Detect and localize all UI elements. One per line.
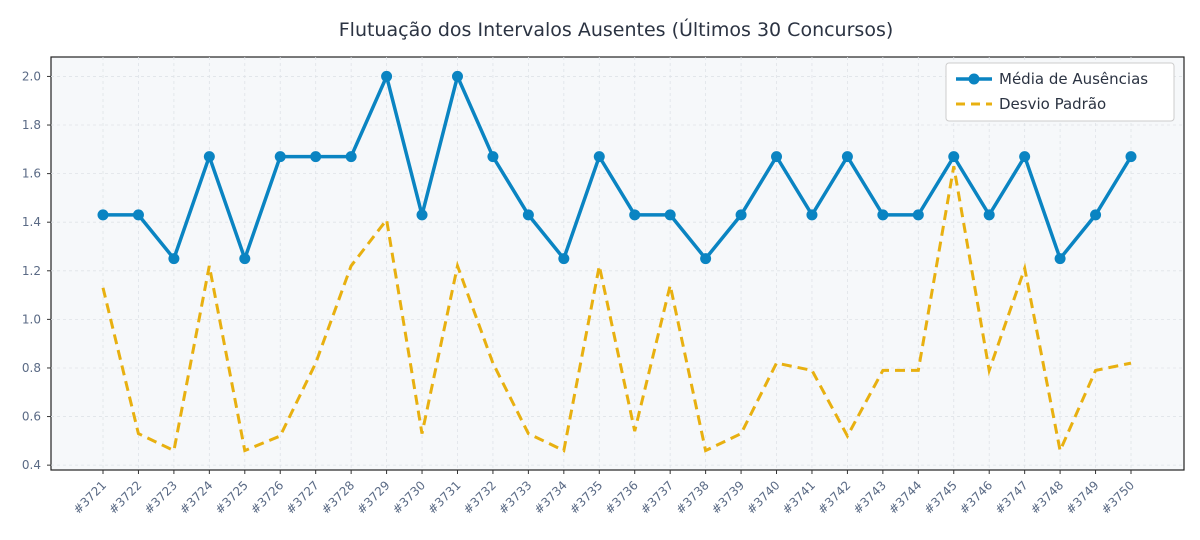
- data-point-media-ausencias: [877, 209, 889, 221]
- x-tick-label: #3740: [744, 478, 783, 517]
- plot-area: [50, 56, 1185, 471]
- y-tick-label: 0.6: [22, 410, 41, 424]
- data-point-media-ausencias: [168, 253, 180, 265]
- data-point-media-ausencias: [806, 209, 818, 221]
- data-point-media-ausencias: [522, 209, 534, 221]
- chart-title: Flutuação dos Intervalos Ausentes (Últim…: [339, 17, 894, 41]
- series-line-desvio-padrao: [101, 166, 1132, 456]
- data-point-media-ausencias: [841, 151, 853, 163]
- x-tick-label: #3737: [638, 478, 677, 517]
- data-point-media-ausencias: [664, 209, 676, 221]
- data-point-media-ausencias: [1090, 209, 1102, 221]
- x-tick-label: #3748: [1028, 478, 1067, 517]
- data-point-media-ausencias: [345, 151, 357, 163]
- data-point-media-ausencias: [629, 209, 641, 221]
- x-tick-label: #3728: [319, 478, 358, 517]
- legend: Média de Ausências Desvio Padrão: [945, 62, 1175, 122]
- x-tick-label: #3730: [390, 478, 429, 517]
- x-tick-label: #3731: [425, 478, 464, 517]
- data-point-media-ausencias: [700, 253, 712, 265]
- data-point-media-ausencias: [381, 70, 393, 82]
- x-tick-label: #3732: [460, 478, 499, 517]
- x-tick-label: #3741: [779, 478, 818, 517]
- data-point-media-ausencias: [416, 209, 428, 221]
- series-line-media-ausencias: [103, 74, 1133, 261]
- y-tick-label: 1.0: [22, 312, 41, 326]
- x-tick-label: #3722: [106, 478, 145, 517]
- x-tick-label: #3725: [212, 478, 251, 517]
- x-tick-label: #3744: [886, 478, 925, 517]
- data-point-media-ausencias: [97, 209, 109, 221]
- legend-marker-media: [968, 73, 980, 85]
- data-point-media-ausencias: [1019, 151, 1031, 163]
- legend-box: [945, 62, 1175, 122]
- data-point-media-ausencias: [274, 151, 286, 163]
- x-tick-label: #3721: [71, 478, 110, 517]
- data-point-media-ausencias: [487, 151, 499, 163]
- data-point-media-ausencias: [558, 253, 570, 265]
- x-tick-label: #3736: [602, 478, 641, 517]
- data-point-media-ausencias: [203, 151, 215, 163]
- x-tick-label: #3747: [992, 478, 1031, 517]
- y-tick-label: 0.4: [22, 458, 41, 472]
- x-tick-label: #3734: [531, 478, 570, 517]
- legend-label-desvio: Desvio Padrão: [999, 95, 1106, 113]
- x-axis-ticks: #3721#3722#3723#3724#3725#3726#3727#3728…: [71, 470, 1138, 517]
- legend-label-media: Média de Ausências: [999, 70, 1148, 88]
- y-tick-label: 0.8: [22, 361, 41, 375]
- x-tick-label: #3745: [921, 478, 960, 517]
- y-tick-label: 2.0: [22, 69, 41, 83]
- x-tick-label: #3726: [248, 478, 287, 517]
- x-tick-label: #3739: [709, 478, 748, 517]
- x-tick-label: #3727: [283, 478, 322, 517]
- y-tick-label: 1.8: [22, 118, 41, 132]
- data-point-media-ausencias: [132, 209, 144, 221]
- y-tick-label: 1.6: [22, 167, 41, 181]
- y-axis-ticks: 0.4 0.6 0.8 1.0 1.2 1.4 1.6 1.8 2.0: [22, 69, 51, 472]
- data-point-media-ausencias: [1054, 253, 1066, 265]
- data-point-media-ausencias: [593, 151, 605, 163]
- data-point-media-ausencias: [451, 70, 463, 82]
- data-point-media-ausencias: [771, 151, 783, 163]
- data-point-media-ausencias: [912, 209, 924, 221]
- x-tick-label: #3750: [1099, 478, 1138, 517]
- data-point-media-ausencias: [1125, 151, 1137, 163]
- y-tick-label: 1.2: [22, 264, 41, 278]
- data-point-media-ausencias: [310, 151, 322, 163]
- x-tick-label: #3746: [957, 478, 996, 517]
- x-tick-label: #3735: [567, 478, 606, 517]
- x-tick-label: #3733: [496, 478, 535, 517]
- x-tick-label: #3749: [1063, 478, 1102, 517]
- data-point-media-ausencias: [735, 209, 747, 221]
- x-tick-label: #3723: [141, 478, 180, 517]
- x-tick-label: #3743: [850, 478, 889, 517]
- y-tick-label: 1.4: [22, 215, 41, 229]
- data-point-media-ausencias: [239, 253, 251, 265]
- x-tick-label: #3742: [815, 478, 854, 517]
- x-tick-label: #3724: [177, 478, 216, 517]
- series-layer: [97, 70, 1137, 456]
- grid-lines: [51, 57, 1184, 470]
- x-tick-label: #3729: [354, 478, 393, 517]
- data-point-media-ausencias: [983, 209, 995, 221]
- data-point-media-ausencias: [948, 151, 960, 163]
- x-tick-label: #3738: [673, 478, 712, 517]
